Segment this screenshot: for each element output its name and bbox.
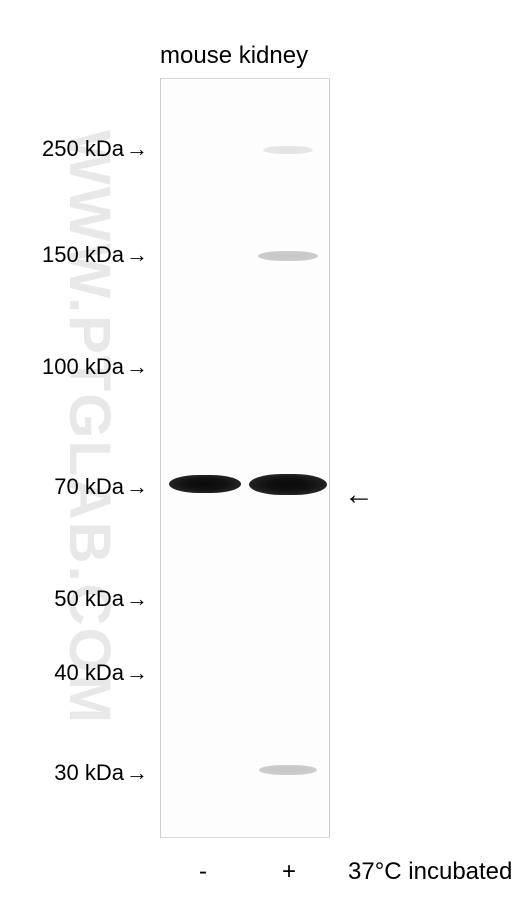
sample-label: mouse kidney (160, 42, 308, 70)
mw-marker: 30 kDa→ (54, 760, 148, 786)
target-band-arrow: ← (344, 478, 374, 512)
mw-marker: 250 kDa→ (42, 136, 148, 162)
mw-marker: 70 kDa→ (54, 474, 148, 500)
mw-marker: 50 kDa→ (54, 586, 148, 612)
mw-arrow-icon: → (126, 474, 148, 500)
mw-marker: 40 kDa→ (54, 660, 148, 686)
mw-arrow-icon: → (126, 136, 148, 162)
lane-condition-symbol: + (282, 858, 296, 886)
mw-arrow-icon: → (126, 354, 148, 380)
band (249, 474, 327, 495)
band (258, 251, 318, 261)
band (169, 475, 241, 493)
blot-figure: WWW.PTGLAB.COM mouse kidney 250 kDa→ 150 … (0, 0, 520, 903)
band (263, 146, 313, 154)
condition-label: 37°C incubated (348, 858, 512, 886)
mw-marker: 100 kDa→ (42, 354, 148, 380)
mw-arrow-icon: → (126, 586, 148, 612)
lane-condition-symbol: - (199, 858, 207, 886)
blot-membrane (160, 78, 330, 838)
mw-arrow-icon: → (126, 660, 148, 686)
mw-arrow-icon: → (126, 242, 148, 268)
mw-marker: 150 kDa→ (42, 242, 148, 268)
mw-arrow-icon: → (126, 760, 148, 786)
band (259, 765, 317, 775)
watermark-text: WWW.PTGLAB.COM (56, 130, 123, 725)
